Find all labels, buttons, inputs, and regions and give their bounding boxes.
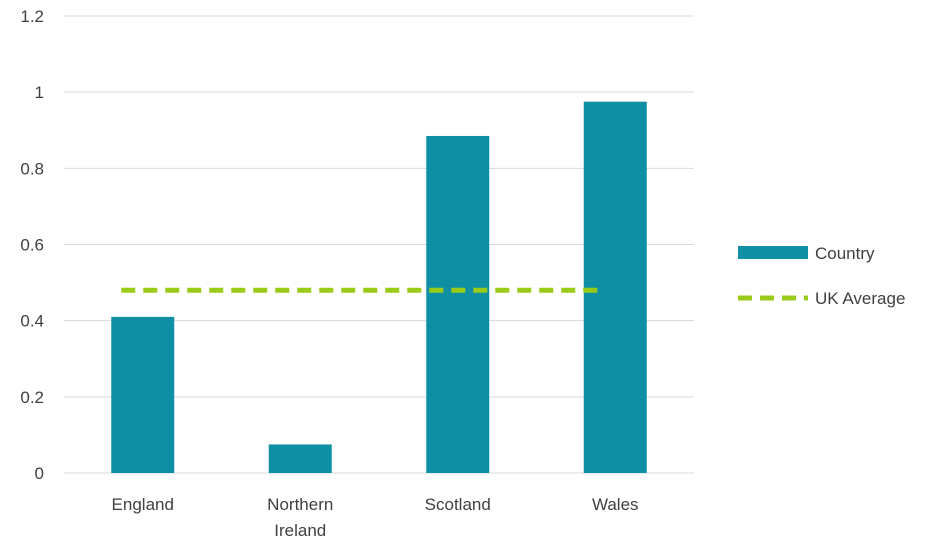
x-tick-label: Northern: [267, 495, 333, 514]
x-tick-label: Ireland: [274, 521, 326, 540]
y-tick-label: 1.2: [20, 7, 44, 26]
x-axis-labels: England Northern Ireland Scotland Wales: [112, 495, 639, 540]
x-tick-label: Wales: [592, 495, 639, 514]
bars: [111, 102, 647, 473]
legend: Country UK Average: [738, 244, 905, 308]
y-tick-label: 1: [35, 83, 44, 102]
y-tick-label: 0.6: [20, 236, 44, 255]
x-tick-label: Scotland: [425, 495, 491, 514]
legend-label-country: Country: [815, 244, 875, 263]
y-tick-label: 0.4: [20, 312, 44, 331]
legend-label-uk-average: UK Average: [815, 289, 905, 308]
y-tick-label: 0.8: [20, 159, 44, 178]
bar: [426, 136, 489, 473]
x-tick-label: England: [112, 495, 174, 514]
y-axis-ticks: 0 0.2 0.4 0.6 0.8 1 1.2: [20, 7, 44, 483]
bar: [269, 444, 332, 473]
legend-swatch-country: [738, 246, 808, 259]
bar: [584, 102, 647, 473]
y-tick-label: 0: [35, 464, 44, 483]
bar: [111, 317, 174, 473]
y-tick-label: 0.2: [20, 388, 44, 407]
